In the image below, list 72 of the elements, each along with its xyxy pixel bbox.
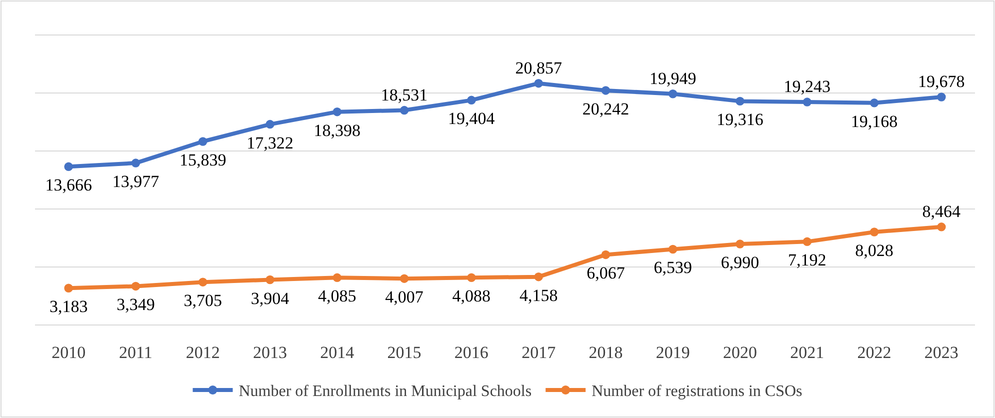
data-label: 19,243 <box>784 77 831 96</box>
data-label: 19,678 <box>918 72 965 91</box>
point <box>534 272 543 282</box>
point <box>131 282 140 291</box>
data-label: 19,949 <box>649 68 696 88</box>
x-tick-label: 2020 <box>723 343 757 362</box>
x-tick-label: 2018 <box>588 343 623 362</box>
point <box>937 92 946 102</box>
point <box>467 273 476 282</box>
point <box>937 222 946 232</box>
x-tick-label: 2015 <box>387 343 422 362</box>
x-tick-label: 2017 <box>522 343 556 362</box>
data-label: 18,531 <box>380 85 428 104</box>
data-label: 19,168 <box>850 112 898 131</box>
point <box>332 273 342 282</box>
point <box>198 278 208 286</box>
point <box>467 96 476 105</box>
legend-label: Number of Enrollments in Municipal Schools <box>238 383 532 400</box>
point <box>198 137 208 146</box>
point <box>601 250 610 260</box>
x-tick-label: 2019 <box>656 343 690 362</box>
point <box>400 106 409 115</box>
data-label: 6,067 <box>586 264 626 283</box>
data-label: 13,666 <box>45 176 92 195</box>
point <box>870 98 879 108</box>
point <box>266 275 274 284</box>
point <box>870 228 879 236</box>
x-tick-label: 2010 <box>52 343 86 362</box>
data-label: 4,158 <box>519 286 558 305</box>
data-label: 13,977 <box>112 172 160 192</box>
data-label: 20,857 <box>515 58 562 78</box>
point <box>802 237 812 246</box>
point <box>131 158 140 168</box>
data-label: 3,705 <box>184 291 222 310</box>
data-label: 3,183 <box>49 297 88 316</box>
legend-label: Number of registrations in CSOs <box>592 383 802 400</box>
point <box>332 107 342 116</box>
x-tick-label: 2023 <box>924 343 958 362</box>
data-label: 19,316 <box>716 110 764 130</box>
point <box>400 274 409 283</box>
point <box>64 162 73 172</box>
x-tick-label: 2011 <box>119 343 152 362</box>
data-label: 7,192 <box>788 250 826 270</box>
x-tick-label: 2022 <box>857 343 892 362</box>
point <box>64 284 73 292</box>
data-label: 4,088 <box>452 286 491 306</box>
point <box>736 96 744 106</box>
point <box>266 120 274 129</box>
data-label: 15,839 <box>179 150 226 170</box>
data-label: 17,322 <box>246 133 294 152</box>
data-label: 3,904 <box>250 288 290 308</box>
data-label: 19,404 <box>448 109 496 128</box>
data-label: 6,990 <box>720 253 760 272</box>
data-label: 4,007 <box>385 288 424 307</box>
point <box>534 78 543 88</box>
data-label: 6,539 <box>654 258 692 278</box>
point <box>668 89 678 98</box>
data-label: 8,028 <box>855 240 894 260</box>
x-tick-label: 2012 <box>186 343 220 362</box>
point <box>601 86 610 95</box>
data-label: 3,349 <box>116 295 155 314</box>
data-label: 20,242 <box>582 99 630 118</box>
x-tick-label: 2013 <box>253 343 287 362</box>
point <box>668 244 678 254</box>
x-tick-label: 2016 <box>454 343 488 362</box>
x-tick-label: 2021 <box>790 343 824 362</box>
point <box>736 240 744 248</box>
x-tick-label: 2014 <box>320 343 355 362</box>
data-label: 18,398 <box>314 120 361 140</box>
point <box>802 98 812 106</box>
data-label: 4,085 <box>318 286 356 306</box>
data-label: 8,464 <box>922 202 962 221</box>
